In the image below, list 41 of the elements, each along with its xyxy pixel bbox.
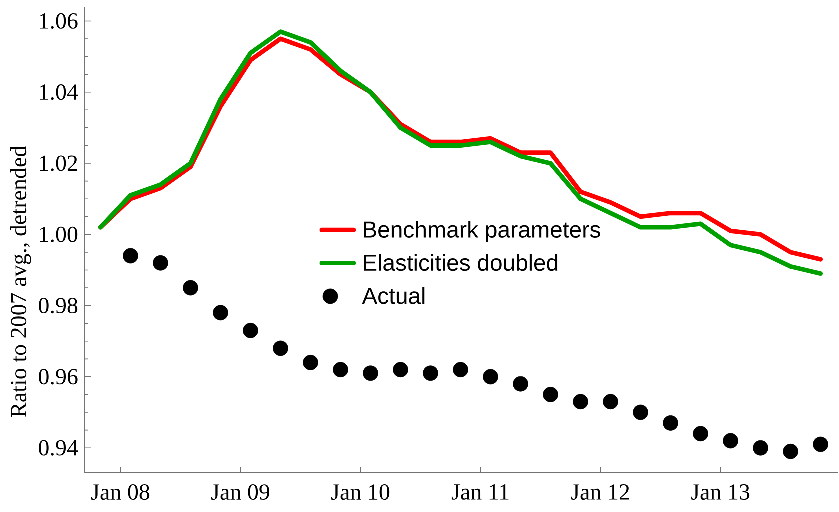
y-tick-label: 1.04 <box>40 84 78 100</box>
y-tick-label: 1.00 <box>40 226 78 242</box>
y-axis-title: Ratio to 2007 avg., detrended <box>10 146 32 418</box>
point <box>303 355 318 370</box>
y-tick-label: 1.02 <box>40 156 78 172</box>
point <box>663 416 678 431</box>
x-tick-label: Jan 08 <box>92 484 150 500</box>
point <box>723 433 738 449</box>
x-tick-label: Jan 10 <box>332 484 390 500</box>
point <box>813 436 828 452</box>
point <box>213 305 228 321</box>
legend-label: Elasticities doubled <box>364 254 558 272</box>
point <box>273 340 288 356</box>
point <box>483 369 498 385</box>
point <box>753 440 768 456</box>
point <box>333 362 348 378</box>
point <box>603 394 618 410</box>
x-tick-label: Jan 12 <box>572 484 630 500</box>
point <box>573 394 588 410</box>
x-tick-label: Jan 11 <box>452 484 509 500</box>
point <box>423 366 438 382</box>
point <box>633 404 648 420</box>
point <box>393 362 408 378</box>
y-tick-label: 0.94 <box>39 440 78 456</box>
point <box>513 376 528 392</box>
point <box>693 426 708 442</box>
y-tick-label: 1.06 <box>40 13 78 30</box>
point <box>543 387 558 402</box>
legend-label: Actual <box>362 287 425 304</box>
point <box>453 362 468 378</box>
point <box>123 248 138 264</box>
point <box>363 366 378 382</box>
y-tick-label: 0.98 <box>39 298 78 314</box>
point <box>243 323 258 338</box>
y-tick-label: 0.96 <box>39 369 78 385</box>
point <box>153 255 168 271</box>
x-tick-label: Jan 09 <box>212 484 270 500</box>
legend-label: Benchmark parameters <box>364 221 600 242</box>
x-tick-label: Jan 13 <box>692 484 750 500</box>
point <box>783 444 798 460</box>
point <box>183 280 198 296</box>
